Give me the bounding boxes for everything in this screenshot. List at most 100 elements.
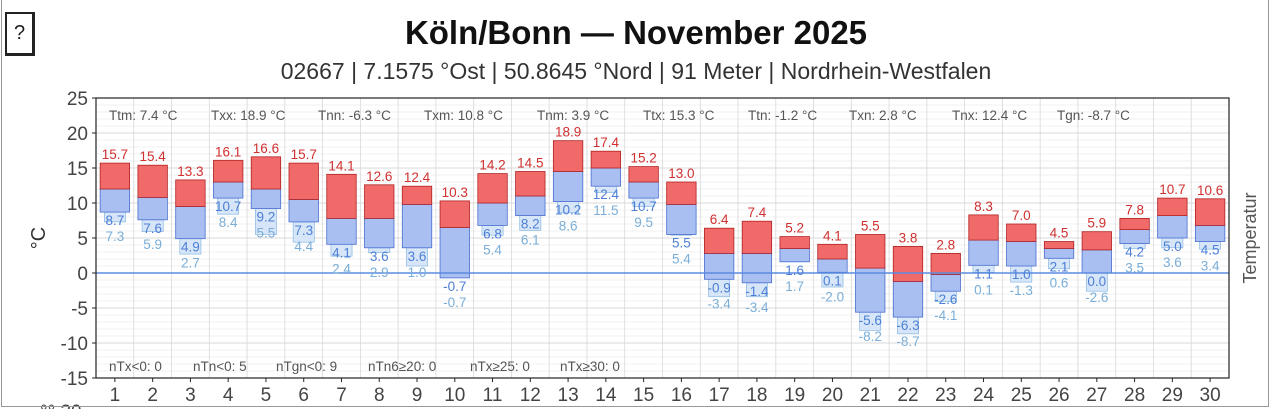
max-temp-bar <box>704 227 735 254</box>
x-tick-label: 23 <box>935 385 956 406</box>
min-temp-bar <box>590 167 621 187</box>
max-temp-label: 16.1 <box>215 144 241 159</box>
max-temp-bar <box>1006 223 1037 242</box>
x-tick-label: 2 <box>147 385 158 406</box>
min-temp-bar <box>779 248 810 263</box>
max-temp-label: 12.6 <box>366 169 392 184</box>
y-tick-label: 10 <box>67 194 88 215</box>
x-tick-label: 17 <box>709 385 730 406</box>
max-temp-label: 14.5 <box>517 156 543 171</box>
max-temp-label: 10.6 <box>1197 183 1223 198</box>
max-temp-bar <box>99 162 131 190</box>
min-temp-bar <box>1157 215 1188 239</box>
ground-min-label: 5.5 <box>257 226 276 241</box>
stat-summary-top: Ttx: 15.3 °C <box>643 108 715 123</box>
min-temp-label: 7.3 <box>294 223 313 238</box>
min-temp-bar <box>288 199 319 223</box>
ground-min-label: 8.4 <box>219 215 238 230</box>
max-temp-label: 13.0 <box>668 166 694 181</box>
max-temp-label: 17.4 <box>593 135 620 150</box>
x-tick-label: 9 <box>412 385 423 406</box>
ground-min-label: 9.5 <box>634 215 653 230</box>
max-temp-bar <box>968 214 999 241</box>
help-button[interactable]: ? <box>5 12 35 56</box>
stat-summary-top: Ttm: 7.4 °C <box>109 108 178 123</box>
ground-min-label: 11.5 <box>593 203 618 218</box>
min-temp-label: -1.4 <box>745 284 769 299</box>
ground-min-label: 5.4 <box>483 242 502 257</box>
min-temp-bar <box>930 273 961 292</box>
min-temp-bar <box>137 196 168 221</box>
ground-min-label: 1.7 <box>785 279 804 294</box>
x-tick-label: 5 <box>261 385 272 406</box>
min-temp-bar <box>250 188 282 210</box>
max-temp-bar <box>1194 198 1226 226</box>
max-temp-label: 14.1 <box>328 158 354 173</box>
max-temp-label: 8.3 <box>974 199 993 214</box>
ground-min-label: -2.0 <box>821 289 844 304</box>
stat-summary-top: Tnm: 3.9 °C <box>537 108 609 123</box>
stat-summary-top: Tnx: 12.4 °C <box>952 108 1027 123</box>
min-temp-label: 12.4 <box>593 187 620 202</box>
x-tick-label: 7 <box>336 385 347 406</box>
min-temp-bar <box>477 202 508 226</box>
x-tick-label: 10 <box>444 385 465 406</box>
min-temp-bar <box>666 203 697 235</box>
max-temp-bar <box>1043 241 1075 249</box>
ground-min-label: 3.6 <box>1163 255 1182 270</box>
min-temp-bar <box>515 195 546 217</box>
stat-summary-bottom: nTn<0: 5 <box>193 359 247 374</box>
min-temp-label: 2.1 <box>1050 259 1069 274</box>
min-temp-label: 10.7 <box>630 199 656 214</box>
x-tick-label: 30 <box>1200 385 1221 406</box>
max-temp-label: 13.3 <box>177 164 203 179</box>
ground-min-label: 8.6 <box>559 219 578 234</box>
x-tick-label: 1 <box>110 385 121 406</box>
min-temp-bar <box>1006 241 1037 267</box>
min-temp-bar <box>1194 224 1226 242</box>
ground-min-label: 0.6 <box>1050 275 1069 290</box>
ground-min-label: -3.4 <box>745 300 769 315</box>
stat-summary-bottom: nTx≥25: 0 <box>470 359 530 374</box>
min-temp-label: 7.6 <box>143 221 162 236</box>
ground-min-label: 2.4 <box>332 261 351 276</box>
y-tick-label: 20 <box>67 124 88 145</box>
stat-summary-bottom: nTgn<0: 9 <box>276 359 337 374</box>
min-temp-bar <box>439 227 470 279</box>
ground-min-label: 7.3 <box>105 229 124 244</box>
y-tick-label: -10 <box>61 334 88 355</box>
min-temp-label: 6.8 <box>483 226 502 241</box>
min-temp-label: 4.2 <box>1125 245 1144 260</box>
right-axis-label: Temperatur <box>1240 192 1260 283</box>
x-tick-label: 21 <box>860 385 881 406</box>
max-temp-bar <box>628 166 659 183</box>
stat-summary-top: Tnn: -6.3 °C <box>318 108 391 123</box>
min-temp-bar <box>175 206 206 240</box>
y-tick-label: -5 <box>71 299 88 320</box>
min-temp-label: 9.2 <box>257 210 276 225</box>
min-temp-label: 1.0 <box>1012 267 1031 282</box>
max-temp-label: 5.9 <box>1087 216 1106 231</box>
max-temp-label: 15.7 <box>291 147 317 162</box>
min-temp-label: 4.1 <box>332 245 351 260</box>
next-chart-partial-label: °° 30 <box>40 402 82 409</box>
x-tick-label: 20 <box>822 385 843 406</box>
x-tick-label: 24 <box>973 385 995 406</box>
max-temp-label: 7.0 <box>1012 208 1031 223</box>
x-tick-label: 22 <box>897 385 918 406</box>
max-temp-label: 2.8 <box>936 237 955 252</box>
min-temp-bar <box>741 252 773 284</box>
x-tick-label: 8 <box>374 385 385 406</box>
max-temp-label: 5.5 <box>861 219 880 234</box>
min-temp-label: 10.7 <box>215 199 241 214</box>
min-temp-label: 4.5 <box>1201 243 1220 258</box>
min-temp-label: 5.0 <box>1163 239 1182 254</box>
max-temp-bar <box>288 162 319 200</box>
max-temp-bar <box>855 234 886 269</box>
max-temp-bar <box>930 252 961 275</box>
stat-summary-top: Txx: 18.9 °C <box>211 108 286 123</box>
stat-summary-top: Txn: 2.8 °C <box>849 108 917 123</box>
max-temp-label: 10.3 <box>442 185 468 200</box>
min-temp-bar <box>1119 229 1150 245</box>
